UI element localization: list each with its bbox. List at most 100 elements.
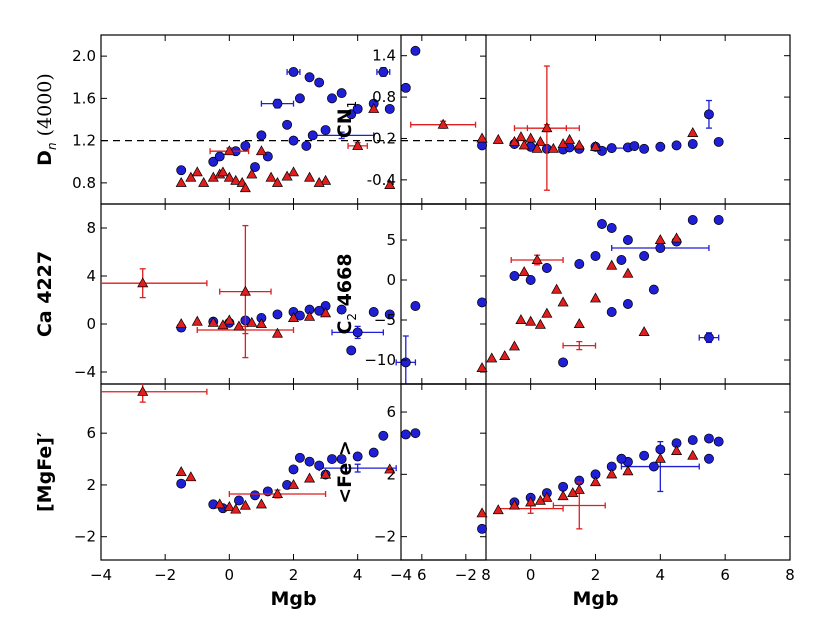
- blue-circle-point: [616, 255, 627, 265]
- y-axis-label-main: CN: [334, 108, 356, 138]
- blue-circle-point: [629, 141, 640, 152]
- ytick-label: 0: [86, 315, 96, 333]
- red-triangle-point: [589, 140, 602, 151]
- blue-circle-point: [648, 461, 659, 472]
- red-triangle-point: [564, 133, 576, 144]
- blue-circle-point: [400, 357, 411, 368]
- red-triangle-point: [207, 316, 219, 327]
- blue-circle-point: [558, 481, 569, 492]
- red-triangle-point: [239, 499, 251, 510]
- plot-area-CN1: [410, 65, 724, 191]
- red-triangle-point: [687, 127, 699, 137]
- blue-circle-point: [400, 429, 411, 440]
- ytick-label: 0: [386, 271, 396, 289]
- blue-circle-point: [606, 307, 617, 317]
- xtick-label: 4: [353, 566, 363, 584]
- blue-circle-point: [368, 307, 379, 317]
- blue-circle-point: [477, 523, 487, 534]
- blue-circle-point: [234, 495, 244, 506]
- blue-circle-point: [639, 143, 650, 154]
- red-triangle-point: [518, 266, 530, 276]
- red-triangle-point: [534, 136, 546, 146]
- ytick-label: 1.4: [372, 47, 396, 65]
- blue-circle-point: [687, 139, 698, 149]
- y-axis-label-extra: (4000): [34, 73, 56, 142]
- plot-area-MgFe: [101, 384, 421, 514]
- blue-circle-point: [509, 271, 520, 281]
- red-triangle-point: [525, 132, 537, 143]
- red-triangle-point: [271, 327, 283, 338]
- xtick-label: 8: [481, 566, 491, 584]
- red-triangle-point: [654, 452, 666, 463]
- red-triangle-point: [476, 132, 488, 143]
- axes-frame-Ca4227: [100, 203, 487, 385]
- red-triangle-point: [557, 490, 569, 501]
- blue-circle-point: [378, 67, 389, 77]
- blue-circle-point: [477, 297, 487, 308]
- axes-frame-CN1: [400, 34, 791, 205]
- red-triangle-point: [287, 479, 300, 489]
- blue-circle-point: [541, 263, 552, 273]
- plot-area-Ca4227: [101, 224, 421, 384]
- ytick-label: 1.2: [72, 132, 96, 150]
- blue-circle-point: [294, 452, 305, 463]
- red-triangle-point: [255, 318, 267, 328]
- red-triangle-point: [654, 234, 666, 244]
- y-axis-label-main: [MgFe]′: [34, 432, 56, 512]
- red-triangle-point: [499, 350, 511, 360]
- blue-circle-point: [639, 251, 650, 261]
- blue-circle-point: [214, 151, 225, 162]
- y-axis-label-main: D: [34, 150, 56, 166]
- red-triangle-point: [230, 503, 242, 514]
- blue-circle-point: [288, 135, 299, 146]
- red-triangle-point: [573, 318, 585, 328]
- red-triangle-point: [589, 476, 602, 487]
- y-axis-label-main: <Fe >: [334, 440, 356, 504]
- red-triangle-point: [185, 171, 197, 182]
- y-axis-label-main: Ca 4227: [34, 251, 56, 337]
- ytick-label: 2.0: [72, 47, 96, 65]
- red-triangle-point: [368, 103, 380, 113]
- red-triangle-point: [246, 168, 258, 179]
- blue-circle-point: [622, 235, 633, 245]
- blue-circle-point: [301, 140, 312, 151]
- ytick-label: −2: [374, 528, 396, 546]
- red-triangle-point: [223, 145, 235, 156]
- panel-Fe: −2 2 6 −4 −2 0 2 4 6 8 Mgb <Fe >: [334, 383, 795, 610]
- red-triangle-point: [476, 507, 488, 518]
- ytick-label: −2: [74, 528, 96, 546]
- blue-circle-point: [616, 453, 627, 464]
- red-triangle-point: [606, 259, 618, 270]
- y-axis-label-sub: 2: [345, 313, 359, 321]
- red-triangle-point: [384, 463, 396, 474]
- red-triangle-point: [534, 318, 546, 329]
- red-triangle-point: [217, 166, 229, 177]
- blue-circle-point: [574, 259, 585, 269]
- red-triangle-point: [515, 314, 527, 324]
- red-triangle-point: [320, 307, 332, 318]
- blue-circle-point: [384, 309, 395, 320]
- xtick-label: −4: [390, 566, 412, 584]
- xtick-label: 6: [417, 566, 427, 584]
- y-axis-label-sub: 1: [345, 101, 359, 109]
- panel-MgFe: −2 2 6 −4 −2 0 2 4 6 8 Mgb [MgFe]′: [34, 383, 491, 610]
- xtick-label: −2: [455, 566, 477, 584]
- blue-circle-point: [655, 243, 666, 253]
- red-triangle-point: [687, 449, 699, 460]
- ytick-label: 6: [86, 424, 96, 442]
- red-triangle-point: [198, 176, 210, 187]
- plot-area-Fe: [476, 433, 724, 534]
- red-triangle-point: [214, 498, 226, 509]
- red-triangle-point: [233, 320, 245, 331]
- xtick-label: 8: [785, 566, 795, 584]
- red-triangle-point: [486, 352, 498, 363]
- red-triangle-point: [175, 466, 187, 476]
- plot-area-Dn4000: [101, 45, 486, 193]
- y-axis-label: [MgFe]′: [34, 432, 56, 512]
- red-triangle-point: [265, 171, 277, 182]
- red-triangle-point: [223, 314, 235, 325]
- ytick-label: −10: [364, 351, 396, 369]
- ytick-label: 0.8: [72, 174, 96, 192]
- ytick-label: 6: [386, 403, 396, 421]
- red-triangle-point: [622, 267, 634, 278]
